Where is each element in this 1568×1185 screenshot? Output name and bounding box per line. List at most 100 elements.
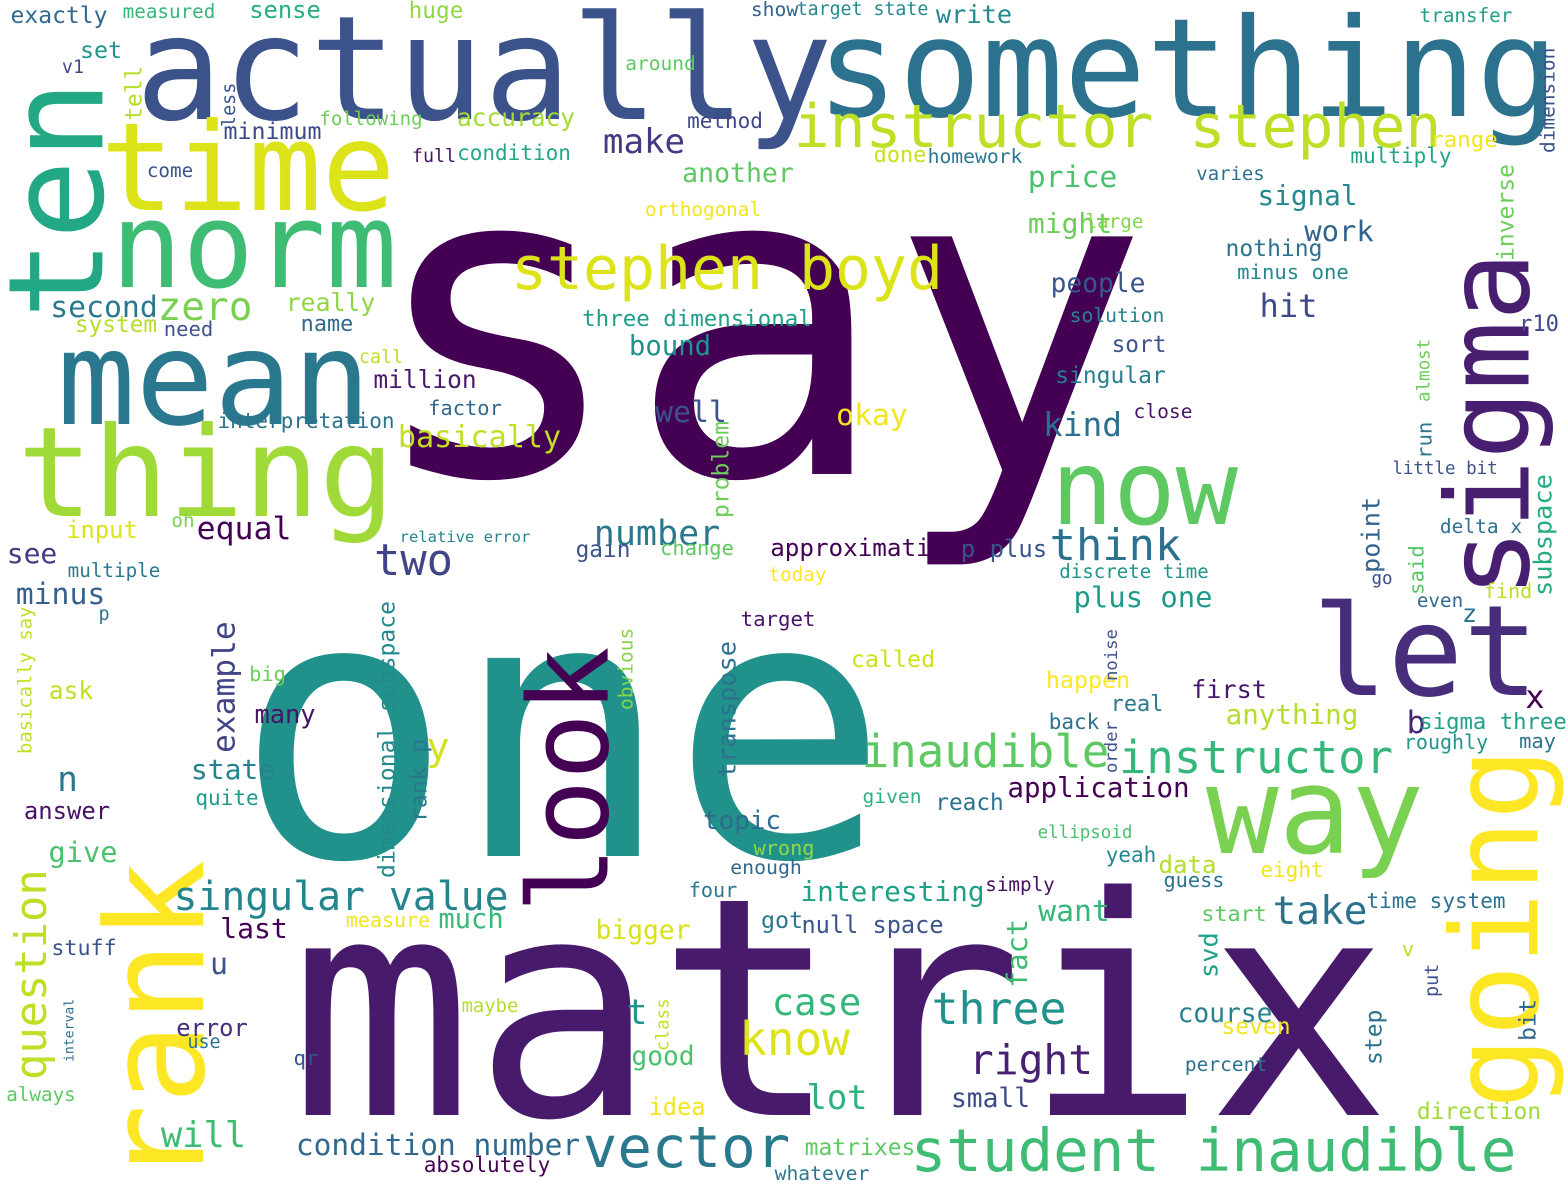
word-sort: sort [1111,331,1167,358]
word-lot: lot [806,1078,868,1118]
word-kind: kind [1043,406,1122,445]
word-p-plus: p plus [960,535,1048,564]
word-target: target [740,606,816,631]
word-got: got [760,906,804,935]
word-last: last [220,912,288,945]
word-plus-one: plus one [1073,579,1213,614]
word-bound: bound [628,331,712,363]
word-interpretation: interpretation [217,408,395,433]
word-even: even [1416,589,1464,613]
word-equal: equal [196,511,292,548]
word-full: full [411,145,457,167]
word-b: b [1406,705,1426,742]
word-answer: answer [23,797,111,826]
word-varies: varies [1196,162,1265,185]
word-find: find [1483,578,1533,603]
word-real: real [1110,692,1164,718]
word-transfer: transfer [1419,4,1513,28]
word-following: following [319,108,423,131]
word-minimum: minimum [223,118,322,146]
word-now: now [1051,429,1238,550]
word-z: z [1461,599,1478,629]
word-four: four [688,877,738,902]
word-stephen-boyd: stephen boyd [511,235,943,305]
word-homework: homework [927,145,1023,169]
word-target-state: target state [796,0,929,20]
word-quite: quite [195,785,259,810]
word-multiply: multiply [1350,143,1452,168]
word-come: come [146,159,194,183]
word-norm: norm [110,177,398,316]
word-whatever: whatever [774,1162,870,1185]
word-v1: v1 [61,56,85,78]
word-go: go [1371,569,1393,590]
word-take: take [1272,888,1368,935]
word-actually: actually [135,0,833,154]
word-fact: fact [1000,918,1035,988]
word-nothing: nothing [1225,235,1323,262]
word-seven: seven [1221,1013,1291,1040]
word-class: class [653,998,674,1052]
word-qr: qr [293,1045,319,1070]
word-big: big [249,661,286,686]
word-want: want [1038,894,1110,930]
word-two: two [373,535,454,587]
word-bit: bit [1513,998,1542,1042]
word-tell: tell [121,65,148,121]
word-matrix: matrix [289,832,1391,1185]
word-really: really [285,288,376,318]
word-discrete-time: discrete time [1059,560,1209,584]
word-show: show [750,0,799,22]
word-may: may [1519,728,1556,753]
word-condition-number: condition number [295,1127,581,1162]
word-huge: huge [408,0,464,24]
word-matrixes: matrixes [804,1134,916,1161]
word-something: something [816,0,1559,150]
word-said: said [1404,545,1429,595]
word-u: u [210,947,228,983]
word-topic: topic [703,806,781,837]
word-factor: factor [428,395,502,420]
word-p: p [98,603,110,625]
word-put: put [1421,963,1443,997]
word-minus: minus [15,577,106,613]
word-will: will [160,1115,247,1157]
word-approximation: approximation [770,533,960,562]
word-sense: sense [249,0,321,25]
word-multiple: multiple [67,559,161,583]
word-range: range [1430,126,1498,153]
word-ellipsoid: ellipsoid [1037,823,1133,844]
word-signal: signal [1257,179,1358,213]
word-today: today [768,563,827,587]
word-instructor: instructor [1119,731,1393,785]
word-many: many [254,699,316,730]
word-well: well [655,395,727,431]
word-measure: measure [345,908,431,932]
word-oh: oh [171,509,195,533]
word-time-system: time system [1366,888,1506,913]
word-need: need [163,316,214,341]
word-back: back [1048,709,1100,734]
word-give: give [48,835,118,870]
word-say: say [365,71,1150,577]
word-direction: direction [1416,1098,1542,1125]
word-little-bit: little bit [1392,459,1498,480]
word-write: write [935,0,1013,30]
word-enough: enough [730,856,802,880]
word-three-dimensional: three dimensional [582,305,812,332]
word-look: look [505,646,635,913]
word-stuff: stuff [51,936,117,962]
word-instructor-stephen: instructor stephen [793,92,1442,162]
word-order: order [1101,721,1122,774]
word-ten: ten [0,80,135,320]
word-zero: zero [157,283,253,330]
word-simply: simply [985,873,1055,897]
word-use: use [187,1031,221,1053]
word-obvious: obvious [614,627,638,711]
word-close: close [1133,400,1193,424]
word-rank-p: rank p [406,738,433,822]
word-basically-say: basically say [15,606,37,754]
word-okay: okay [836,398,908,434]
word-interval: interval [62,998,78,1062]
word-step: step [1361,1009,1388,1066]
